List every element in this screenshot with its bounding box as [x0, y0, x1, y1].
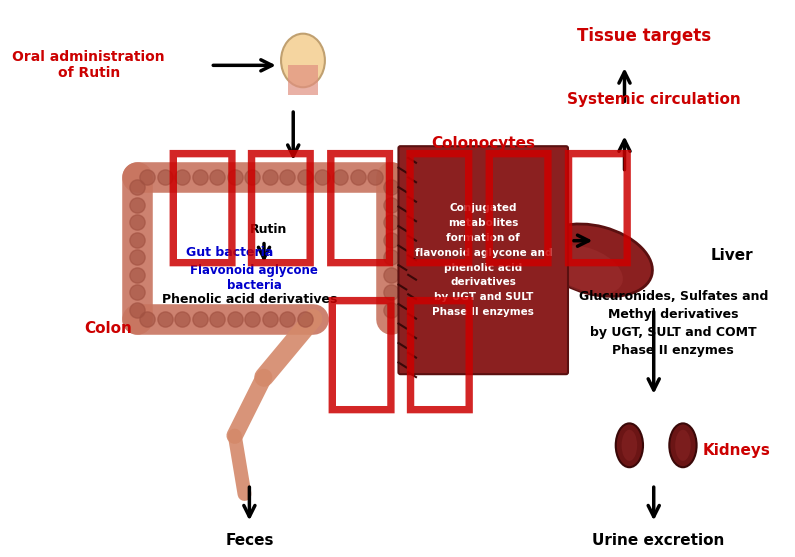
Text: Phenolic acid derivatives: Phenolic acid derivatives [161, 292, 337, 306]
Text: Conjugated
metabolites
formation of
flavonoid aglycone and
phenolic acid
derivat: Conjugated metabolites formation of flav… [414, 203, 552, 317]
Text: 科技之间生自
制小: 科技之间生自 制小 [163, 143, 638, 417]
Text: Urine excretion: Urine excretion [592, 533, 725, 548]
Text: Colonocytes: Colonocytes [431, 136, 535, 151]
Text: Flavonoid aglycone
bacteria: Flavonoid aglycone bacteria [190, 263, 318, 292]
Text: Gut bacteria: Gut bacteria [186, 246, 273, 259]
Ellipse shape [548, 246, 623, 295]
Text: Systemic circulation: Systemic circulation [567, 92, 741, 107]
Ellipse shape [281, 33, 325, 87]
Ellipse shape [615, 423, 643, 467]
Text: Oral administration
of Rutin: Oral administration of Rutin [12, 50, 165, 80]
Text: Tissue targets: Tissue targets [577, 27, 711, 45]
Ellipse shape [622, 429, 637, 461]
Text: Liver: Liver [711, 248, 753, 263]
Ellipse shape [669, 423, 696, 467]
Text: Rutin: Rutin [250, 222, 288, 236]
Ellipse shape [538, 224, 653, 296]
Text: Colon: Colon [84, 321, 132, 336]
Text: Feces: Feces [225, 533, 273, 548]
Ellipse shape [675, 429, 691, 461]
Text: Glucuronides, Sulfates and
Methyl derivatives
by UGT, SULT and COMT
Phase II enz: Glucuronides, Sulfates and Methyl deriva… [579, 290, 768, 357]
Bar [289, 65, 317, 95]
Text: Kidneys: Kidneys [703, 443, 770, 458]
FancyBboxPatch shape [398, 146, 568, 374]
